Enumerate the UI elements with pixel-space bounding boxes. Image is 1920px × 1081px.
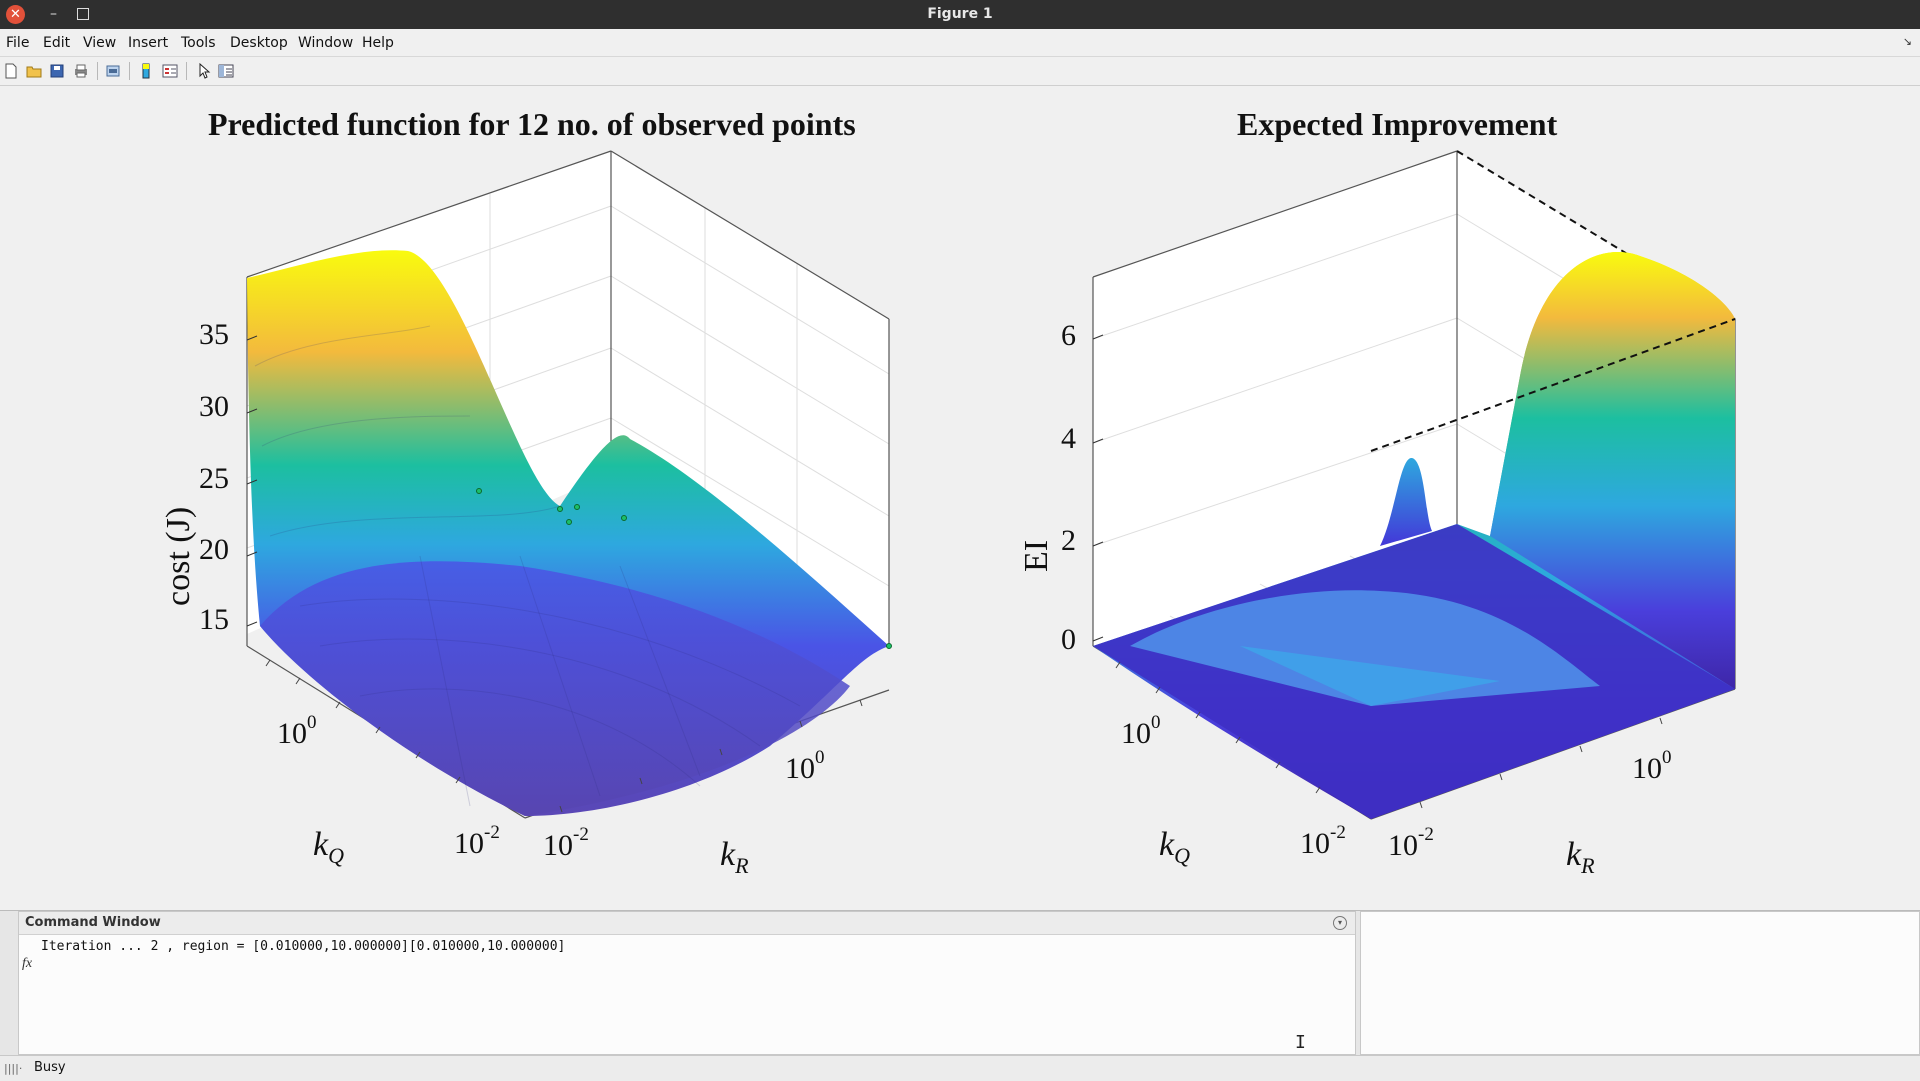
command-output-line: Iteration ... 2 , region = [0.010000,10.… [41,939,566,954]
toolbar-separator [129,62,130,80]
plots-svg [246,150,1736,820]
ei-peak [1380,457,1432,546]
right-zticks [1092,334,1104,642]
status-grip-icon[interactable]: ||||· [4,1062,23,1075]
status-text: Busy [34,1060,66,1075]
property-inspector-icon[interactable] [218,63,234,79]
save-icon[interactable] [49,63,65,79]
close-window-button[interactable]: ✕ [6,5,25,24]
right-plot-title: Expected Improvement [1237,106,1558,142]
figure-toolbar [0,57,1920,86]
right-ztick: 6 [1061,319,1076,352]
fx-prompt-icon[interactable]: fx [22,956,33,971]
menu-tools[interactable]: Tools [181,35,216,51]
insert-colorbar-icon[interactable] [138,63,154,79]
workspace-panel[interactable] [1360,911,1920,1055]
menu-bar: File Edit View Insert Tools Desktop Wind… [0,29,1920,57]
menu-view[interactable]: View [83,35,117,51]
command-window-title: Command Window [25,915,161,930]
right-kr-axis-label: kR [1566,836,1595,878]
left-side-wall [611,151,889,646]
ei-wall-ridge [1490,252,1735,689]
right-kr-tick: 100 [1632,747,1672,785]
dock-figure-icon[interactable]: ↘ [1902,35,1912,48]
minimize-window-button[interactable]: – [50,6,57,22]
left-axes [246,150,892,819]
menu-window[interactable]: Window [298,35,354,51]
left-surface-floor [260,561,850,816]
ei-dome [1130,590,1600,706]
right-kq-tick: 10-2 [1300,822,1346,860]
menu-file[interactable]: File [6,35,30,51]
right-xyticks [1115,661,1663,809]
insert-legend-icon[interactable] [162,63,178,79]
left-zticks [246,335,258,627]
menu-insert[interactable]: Insert [128,35,169,51]
right-ztick: 0 [1061,623,1076,656]
left-xyticks [265,659,863,813]
right-kq-axis-label: kQ [1159,826,1190,868]
command-window-options-icon[interactable]: ▾ [1333,916,1347,930]
new-figure-icon[interactable] [3,63,19,79]
left-kq-axis-label: kQ [313,826,344,868]
text-cursor-icon: I [1295,1032,1306,1053]
menu-edit[interactable]: Edit [43,35,71,51]
right-kr-tick: 10-2 [1388,824,1434,862]
left-z-axis-label: cost (J) [160,506,197,606]
left-surface-mesh [254,325,801,807]
left-gutter [0,911,17,1053]
left-kr-tick: 10-2 [543,824,589,862]
window-titlebar: ✕ – Figure 1 [0,0,1920,29]
left-ztick: 35 [199,318,229,351]
right-ztick: 4 [1061,422,1076,455]
toolbar-separator [97,62,98,80]
left-kq-tick: 10-2 [454,822,500,860]
right-kq-tick: 100 [1121,712,1161,750]
status-bar: ||||· Busy [0,1055,1920,1081]
left-kr-axis-label: kR [720,836,749,878]
toolbar-separator [186,62,187,80]
left-ztick: 15 [199,603,229,636]
command-window-header: Command Window ▾ [19,912,1355,935]
maximize-window-button[interactable] [77,8,89,20]
right-back-wall [1093,151,1457,646]
figure-canvas[interactable]: Predicted function for 12 no. of observe… [0,86,1920,911]
left-ztick: 20 [199,533,229,566]
window-title: Figure 1 [927,6,993,22]
command-window[interactable]: Command Window ▾ Iteration ... 2 , regio… [18,911,1356,1055]
select-arrow-icon[interactable] [196,63,212,79]
left-ztick: 30 [199,390,229,423]
left-ztick: 25 [199,462,229,495]
left-kr-tick: 100 [785,747,825,785]
print-preview-icon[interactable] [105,63,121,79]
right-ztick: 2 [1061,524,1076,557]
left-observed-points [476,488,892,649]
print-icon[interactable] [73,63,89,79]
left-kq-tick: 100 [277,712,317,750]
ei-dome-face [1240,646,1500,706]
menu-help[interactable]: Help [362,35,394,51]
left-plot-title: Predicted function for 12 no. of observe… [208,106,856,142]
menu-desktop[interactable]: Desktop [230,35,288,51]
open-file-icon[interactable] [26,63,42,79]
right-axes [1092,150,1736,820]
right-dashed-line [1370,318,1736,452]
right-z-axis-label: EI [1018,539,1055,572]
